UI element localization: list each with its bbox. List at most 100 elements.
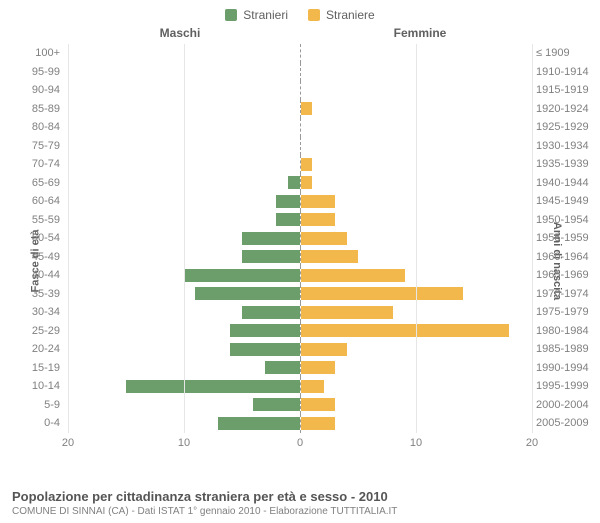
birth-year-label: 1930-1934 (536, 140, 596, 152)
male-bar (253, 398, 299, 411)
birth-year-label: 1950-1954 (536, 214, 596, 226)
chart-row: 95-991910-1914 (68, 63, 532, 82)
female-bar (301, 195, 336, 208)
male-half (68, 118, 301, 137)
chart-row: 20-241985-1989 (68, 340, 532, 359)
chart-row: 90-941915-1919 (68, 81, 532, 100)
age-label: 70-74 (10, 158, 60, 170)
male-half (68, 63, 301, 82)
female-bar (301, 306, 394, 319)
chart-row: 80-841925-1929 (68, 118, 532, 137)
male-half (68, 377, 301, 396)
male-half (68, 322, 301, 341)
chart-row: 30-341975-1979 (68, 303, 532, 322)
female-half (301, 322, 533, 341)
birth-year-label: 1945-1949 (536, 195, 596, 207)
male-bar (184, 269, 300, 282)
female-half (301, 359, 533, 378)
birth-year-label: ≤ 1909 (536, 47, 596, 59)
male-half (68, 100, 301, 119)
legend-label-female: Straniere (326, 8, 375, 22)
chart-row: 0-42005-2009 (68, 414, 532, 433)
birth-year-label: 1975-1979 (536, 306, 596, 318)
male-half (68, 81, 301, 100)
male-half (68, 285, 301, 304)
column-titles: Maschi Femmine (0, 26, 600, 40)
female-bar (301, 232, 347, 245)
pyramid-chart: Fasce di età Anni di nascita 100+≤ 19099… (0, 40, 600, 483)
male-half (68, 155, 301, 174)
chart-row: 50-541955-1959 (68, 229, 532, 248)
male-half (68, 396, 301, 415)
age-label: 100+ (10, 47, 60, 59)
female-half (301, 174, 533, 193)
female-bar (301, 269, 405, 282)
birth-year-label: 1915-1919 (536, 84, 596, 96)
age-label: 5-9 (10, 399, 60, 411)
female-half (301, 100, 533, 119)
female-bar (301, 213, 336, 226)
female-half (301, 414, 533, 433)
chart-row: 45-491960-1964 (68, 248, 532, 267)
female-bar (301, 417, 336, 430)
male-bar (276, 195, 299, 208)
age-label: 0-4 (10, 417, 60, 429)
female-bar (301, 361, 336, 374)
female-half (301, 118, 533, 137)
birth-year-label: 1925-1929 (536, 121, 596, 133)
female-bar (301, 287, 463, 300)
chart-rows: 100+≤ 190995-991910-191490-941915-191985… (68, 44, 532, 433)
male-half (68, 359, 301, 378)
chart-row: 100+≤ 1909 (68, 44, 532, 63)
female-bar (301, 398, 336, 411)
age-label: 85-89 (10, 103, 60, 115)
female-half (301, 396, 533, 415)
birth-year-label: 2000-2004 (536, 399, 596, 411)
legend-swatch-male (225, 9, 237, 21)
x-tick-label: 10 (178, 437, 190, 449)
age-label: 15-19 (10, 362, 60, 374)
male-bar (218, 417, 299, 430)
male-half (68, 192, 301, 211)
female-bar (301, 158, 313, 171)
female-half (301, 285, 533, 304)
chart-row: 10-141995-1999 (68, 377, 532, 396)
footer-subtitle: COMUNE DI SINNAI (CA) - Dati ISTAT 1° ge… (12, 506, 588, 517)
female-half (301, 229, 533, 248)
chart-row: 60-641945-1949 (68, 192, 532, 211)
chart-row: 35-391970-1974 (68, 285, 532, 304)
birth-year-label: 1920-1924 (536, 103, 596, 115)
female-half (301, 303, 533, 322)
chart-footer: Popolazione per cittadinanza straniera p… (0, 483, 600, 523)
chart-row: 75-791930-1934 (68, 137, 532, 156)
male-half (68, 248, 301, 267)
male-bar (230, 324, 299, 337)
male-bar (230, 343, 299, 356)
age-label: 60-64 (10, 195, 60, 207)
age-label: 50-54 (10, 232, 60, 244)
legend: Stranieri Straniere (0, 0, 600, 26)
x-tick-label: 20 (62, 437, 74, 449)
female-half (301, 155, 533, 174)
birth-year-label: 1910-1914 (536, 66, 596, 78)
female-half (301, 44, 533, 63)
male-bar (288, 176, 300, 189)
x-axis: 201001020 (68, 437, 532, 457)
legend-item-female: Straniere (308, 8, 375, 22)
chart-row: 85-891920-1924 (68, 100, 532, 119)
male-bar (195, 287, 299, 300)
legend-swatch-female (308, 9, 320, 21)
male-half (68, 229, 301, 248)
x-tick-label: 0 (297, 437, 303, 449)
male-half (68, 266, 301, 285)
female-bar (301, 102, 313, 115)
chart-row: 25-291980-1984 (68, 322, 532, 341)
column-title-male: Maschi (0, 26, 300, 40)
male-half (68, 211, 301, 230)
chart-row: 65-691940-1944 (68, 174, 532, 193)
male-bar (276, 213, 299, 226)
age-label: 75-79 (10, 140, 60, 152)
birth-year-label: 1940-1944 (536, 177, 596, 189)
age-label: 35-39 (10, 288, 60, 300)
male-bar (265, 361, 300, 374)
